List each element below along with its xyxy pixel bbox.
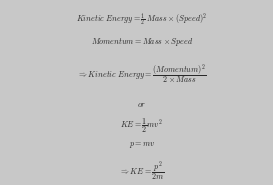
Text: $KE = \dfrac{1}{2}mv^2$: $KE = \dfrac{1}{2}mv^2$ (120, 117, 164, 135)
Text: $\mathit{Momentum} = \mathit{Mass} \times \mathit{Speed}$: $\mathit{Momentum} = \mathit{Mass} \time… (91, 36, 193, 48)
Text: $\Rightarrow \mathit{Kinetic\ Energy} = \dfrac{(\mathit{Momentum})^2}{2 \times \: $\Rightarrow \mathit{Kinetic\ Energy} = … (77, 62, 207, 86)
Text: $\mathit{or}$: $\mathit{or}$ (137, 100, 147, 109)
Text: $\Rightarrow KE = \dfrac{p^2}{2m}$: $\Rightarrow KE = \dfrac{p^2}{2m}$ (119, 159, 165, 183)
Text: $\mathit{Kinetic\ Energy} = \frac{1}{2}\ \mathit{Mass} \times (\mathit{Speed})^2: $\mathit{Kinetic\ Energy} = \frac{1}{2}\… (76, 11, 208, 28)
Text: $p = mv$: $p = mv$ (129, 140, 155, 150)
